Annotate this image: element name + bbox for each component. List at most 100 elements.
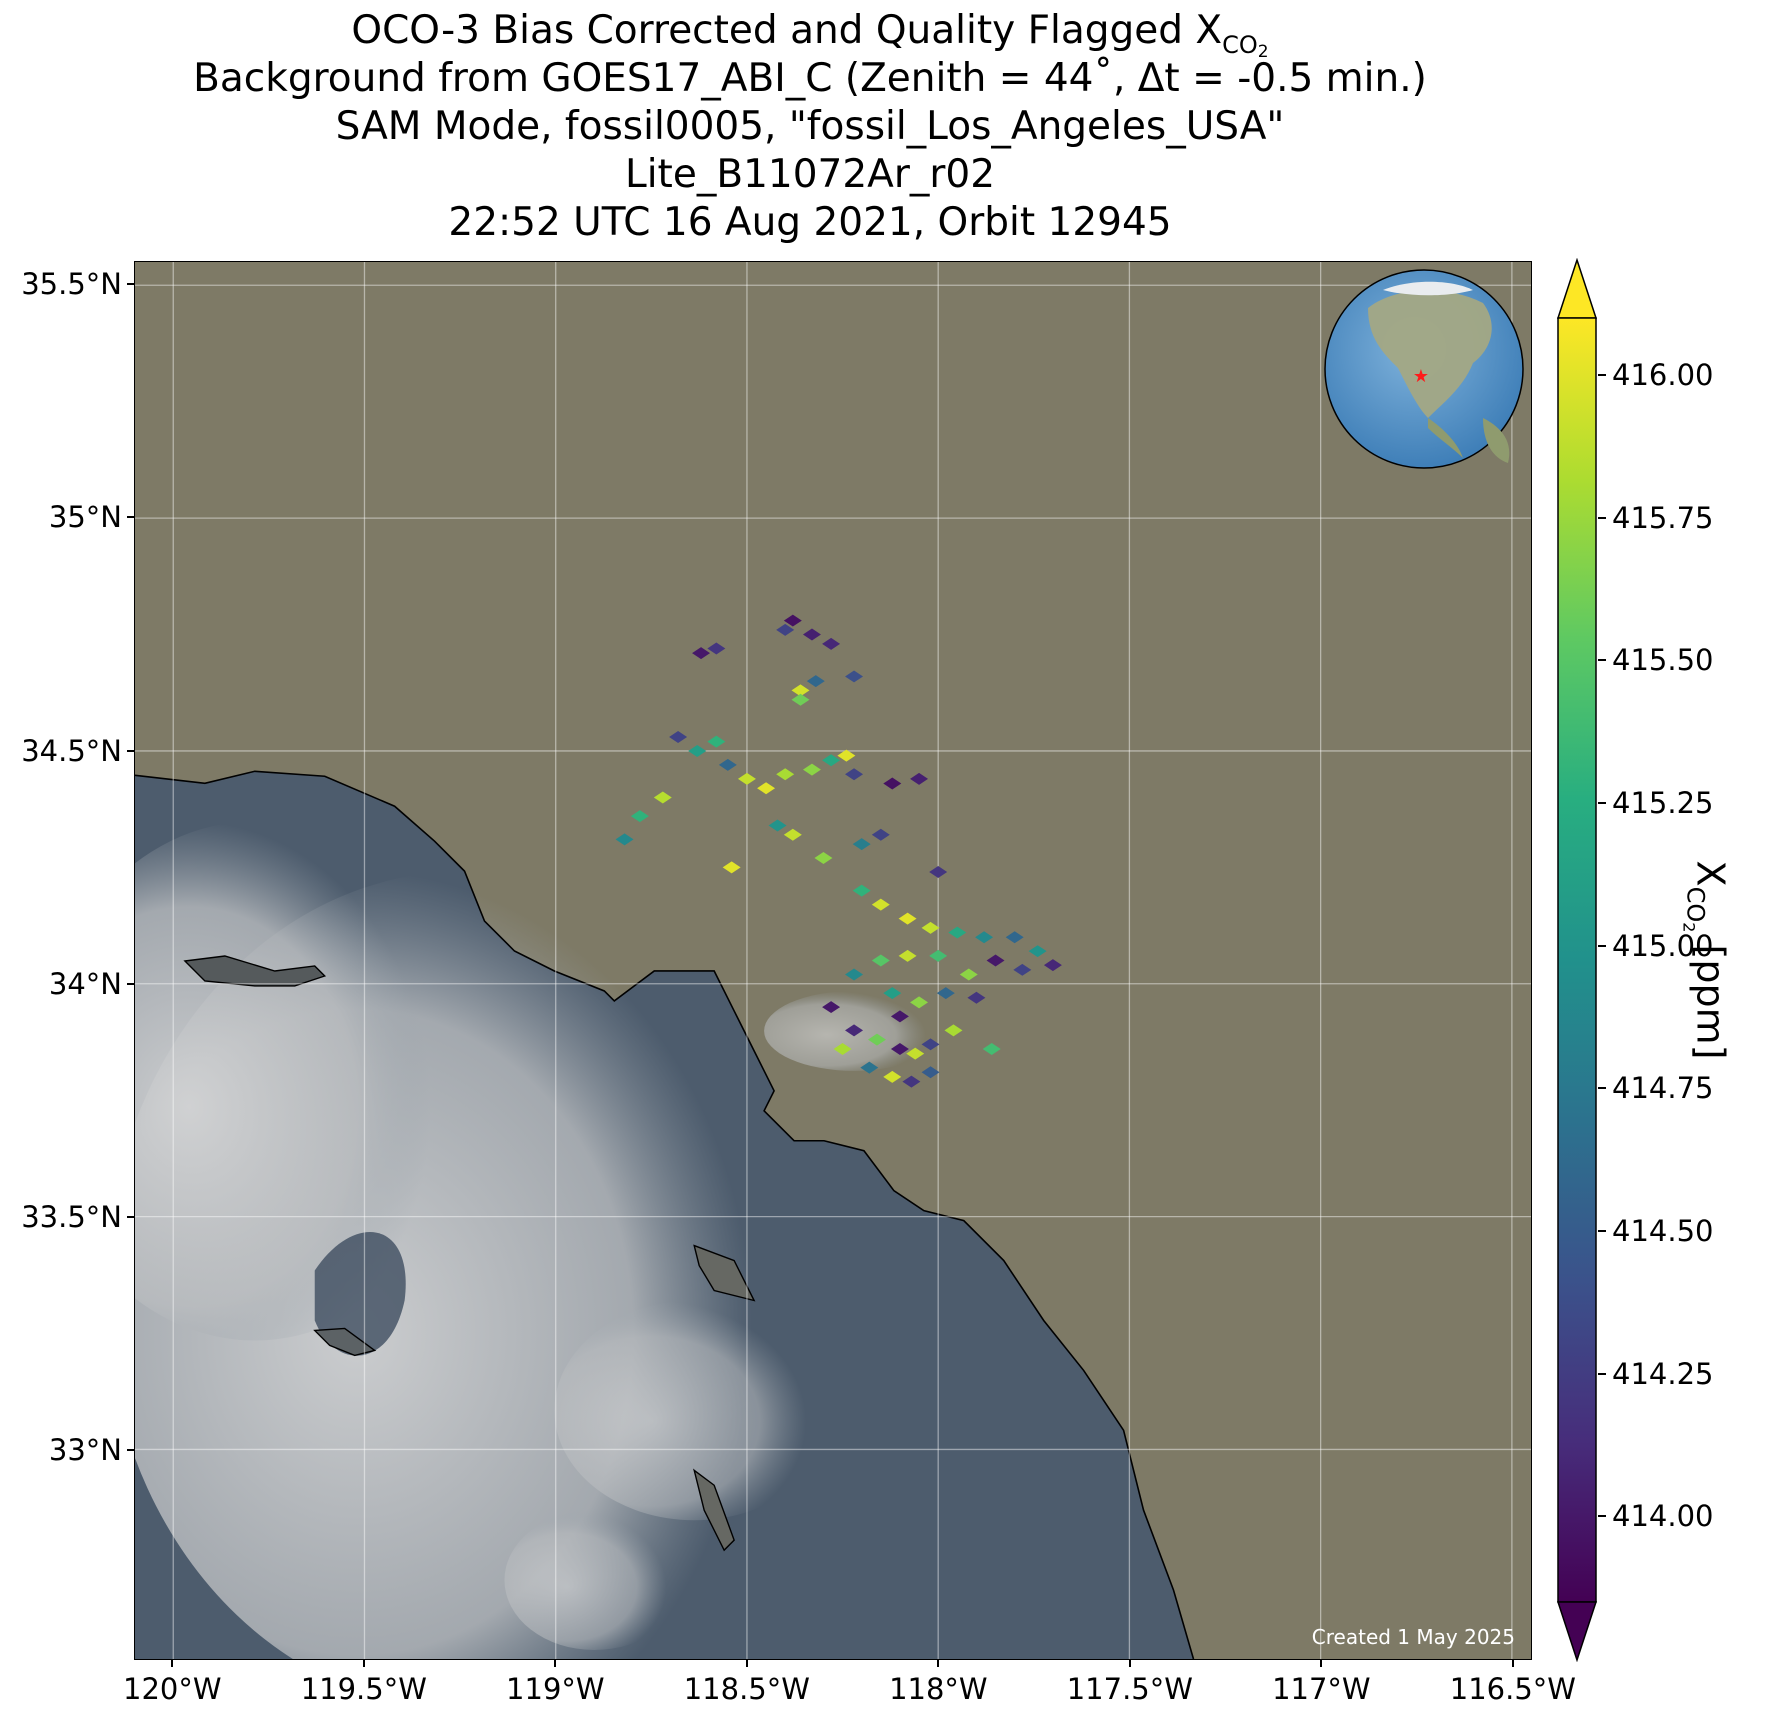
- island-catalina: [693, 1244, 756, 1302]
- xco2-sounding: [944, 1024, 963, 1037]
- ice-cap: [1383, 281, 1473, 296]
- xco2-sounding: [883, 987, 902, 1000]
- north-america-landmass: [1368, 290, 1492, 418]
- colorbar-tick-label: 414.50: [1612, 1214, 1714, 1249]
- x-tick-label: 117°W: [1272, 1672, 1371, 1706]
- inset-globe: ★: [1324, 269, 1524, 469]
- title-line-5: 22:52 UTC 16 Aug 2021, Orbit 12945: [448, 200, 1172, 245]
- xco2-sounding: [910, 996, 929, 1009]
- y-tick-label: 34°N: [48, 966, 122, 1001]
- x-tick-mark: [171, 1660, 174, 1667]
- xco2-sounding: [975, 931, 994, 944]
- xco2-sounding: [852, 884, 871, 897]
- colorbar-tick-mark: [1598, 516, 1606, 519]
- colorbar-tick-mark: [1598, 944, 1606, 947]
- target-star-icon: ★: [1413, 366, 1429, 387]
- xco2-sounding: [692, 647, 711, 660]
- xco2-sounding: [814, 852, 833, 865]
- colorbar-tick-mark: [1598, 374, 1606, 377]
- colorbar-tick-label: 414.00: [1612, 1499, 1714, 1534]
- xco2-sounding: [737, 772, 756, 785]
- island-san-clemente: [693, 1468, 735, 1552]
- x-tick-mark: [1511, 1660, 1514, 1667]
- colorbar-extend-max: [1556, 258, 1598, 319]
- xco2-sounding: [921, 1066, 940, 1079]
- coastline: [135, 770, 1195, 1659]
- x-tick-label: 117.5°W: [1066, 1672, 1193, 1706]
- colorbar-tick-mark: [1598, 1230, 1606, 1233]
- xco2-sounding: [806, 675, 825, 688]
- x-tick-label: 120°W: [123, 1672, 222, 1706]
- colorbar-tick-mark: [1598, 659, 1606, 662]
- xco2-sounding: [883, 777, 902, 790]
- colorbar: [1556, 258, 1598, 1662]
- title-line-1: OCO-3 Bias Corrected and Quality Flagged…: [351, 8, 1269, 62]
- xco2-sounding: [929, 949, 948, 962]
- xco2-sounding: [776, 768, 795, 781]
- xco2-sounding: [1005, 931, 1024, 944]
- colorbar-tick-label: 415.50: [1612, 643, 1714, 678]
- y-tick-label: 33.5°N: [21, 1199, 122, 1234]
- xco2-sounding: [890, 1042, 909, 1055]
- xco2-sounding: [1028, 945, 1047, 958]
- cloud-deck: [135, 821, 944, 1659]
- title-line-4: Lite_B11072Ar_r02: [624, 152, 996, 197]
- created-date: Created 1 May 2025: [1311, 1625, 1515, 1649]
- x-tick-mark: [362, 1660, 365, 1667]
- xco2-sounding: [910, 772, 929, 785]
- xco2-sounding: [871, 828, 890, 841]
- x-tick-mark: [1128, 1660, 1131, 1667]
- dark-ocean-patch: [314, 1232, 406, 1356]
- xco2-sounding: [898, 912, 917, 925]
- x-tick-mark: [554, 1660, 557, 1667]
- xco2-sounding: [833, 1042, 852, 1055]
- south-america-landmass: [1483, 418, 1510, 463]
- xco2-sounding: [768, 819, 787, 832]
- y-tick-label: 34.5°N: [21, 733, 122, 768]
- colorbar-tick-label: 415.00: [1612, 928, 1714, 963]
- colorbar-label: XCO2 [ppm]: [1679, 860, 1733, 1060]
- colorbar-tick-label: 414.75: [1612, 1071, 1714, 1106]
- xco2-sounding: [986, 954, 1005, 967]
- y-tick-mark: [127, 982, 134, 985]
- xco2-sounding: [860, 1061, 879, 1074]
- title-line-3: SAM Mode, fossil0005, "fossil_Los_Angele…: [335, 104, 1285, 149]
- colorbar-tick-label: 415.25: [1612, 786, 1714, 821]
- colorbar-tick-label: 415.75: [1612, 500, 1714, 535]
- xco2-sounding: [929, 866, 948, 879]
- title-line-2: Background from GOES17_ABI_C (Zenith = 4…: [193, 56, 1427, 101]
- map-panel: ★ Created 1 May 2025: [134, 261, 1532, 1660]
- xco2-sounding: [883, 1070, 902, 1083]
- grid: [135, 262, 1531, 1659]
- xco2-sounding: [871, 954, 890, 967]
- x-tick-mark: [745, 1660, 748, 1667]
- colorbar-tick-label: 414.25: [1612, 1356, 1714, 1391]
- xco2-sounding: [871, 898, 890, 911]
- xco2-sounding: [898, 949, 917, 962]
- central-america-landmass: [1428, 418, 1463, 458]
- y-tick-mark: [127, 516, 134, 519]
- xco2-sounding: [902, 1075, 921, 1088]
- colorbar-tick-mark: [1598, 1515, 1606, 1518]
- colorbar-extend-min: [1556, 1601, 1598, 1662]
- xco2-sounding: [890, 1010, 909, 1023]
- y-tick-mark: [127, 1215, 134, 1218]
- xco2-sounding: [852, 838, 871, 851]
- island-santa-cruz: [183, 955, 327, 987]
- y-tick-mark: [127, 283, 134, 286]
- x-tick-mark: [937, 1660, 940, 1667]
- x-tick-label: 118°W: [889, 1672, 988, 1706]
- xco2-sounding: [936, 987, 955, 1000]
- colorbar-tick-mark: [1598, 802, 1606, 805]
- colorbar-tick-mark: [1598, 1087, 1606, 1090]
- xco2-sounding: [718, 758, 737, 771]
- xco2-sounding: [921, 1038, 940, 1051]
- xco2-sounding: [921, 921, 940, 934]
- xco2-sounding: [982, 1042, 1001, 1055]
- xco2-sounding: [615, 833, 634, 846]
- colorbar-tick-label: 416.00: [1612, 358, 1714, 393]
- xco2-sounding: [776, 623, 795, 636]
- colorbar-tick-mark: [1598, 1372, 1606, 1375]
- x-tick-label: 119.5°W: [300, 1672, 427, 1706]
- colorbar-body: [1557, 317, 1597, 1603]
